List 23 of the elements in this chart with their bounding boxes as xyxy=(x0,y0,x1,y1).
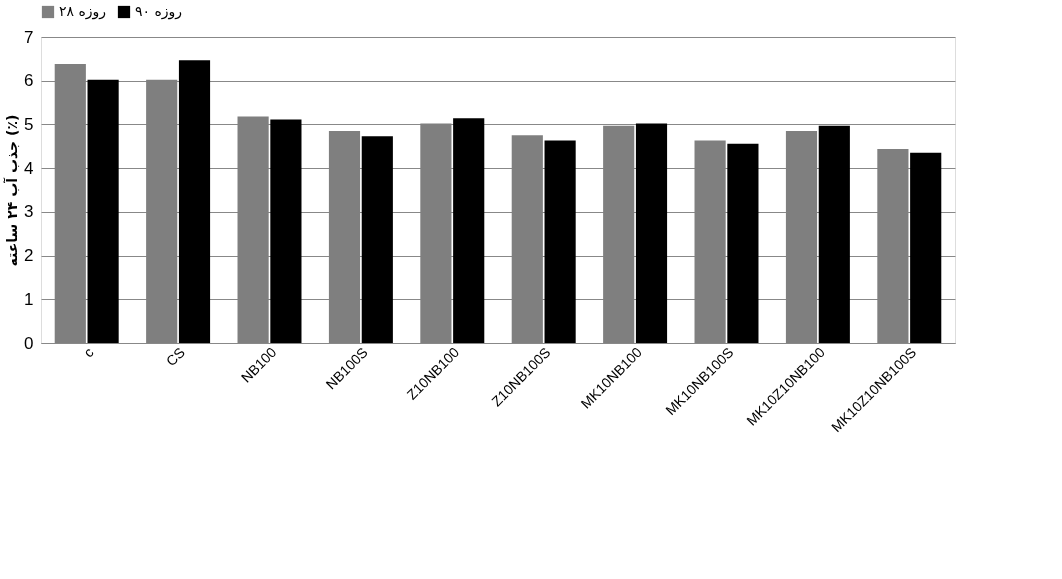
y-tick-label: 7 xyxy=(24,27,34,47)
bar xyxy=(87,79,119,343)
y-tick-label: 3 xyxy=(24,202,34,222)
y-tick-label: 1 xyxy=(24,289,34,309)
y-tick-label: 4 xyxy=(24,158,34,178)
y-tick-label: 5 xyxy=(24,114,34,134)
bar xyxy=(544,140,576,343)
y-tick-label: 2 xyxy=(24,246,34,266)
bar xyxy=(635,123,668,343)
bar xyxy=(453,118,485,343)
legend-label: ۲۸ روزه xyxy=(59,3,107,20)
y-tick-label: 6 xyxy=(24,71,34,91)
bar xyxy=(270,119,302,343)
bar xyxy=(818,125,850,343)
bar xyxy=(178,60,211,343)
x-tick-label: CS xyxy=(162,344,188,370)
x-tick-label: c xyxy=(80,344,97,361)
y-axis-title: جذب آب ۲۴ ساعته (٪) xyxy=(3,114,21,267)
y-tick-label: 0 xyxy=(24,333,34,353)
bar xyxy=(361,136,393,343)
bar xyxy=(727,143,759,343)
legend-label: ۹۰ روزه xyxy=(135,3,183,20)
bar xyxy=(910,152,942,343)
